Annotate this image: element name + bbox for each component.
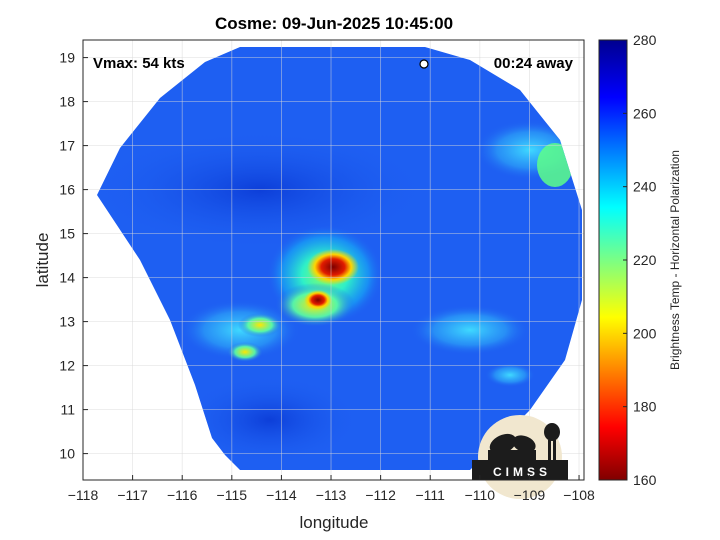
vmax-annotation: Vmax: 54 kts	[93, 55, 185, 72]
x-tick-label: −117	[117, 487, 148, 503]
x-tick-label: −110	[465, 487, 496, 503]
x-tick-label: −115	[217, 487, 248, 503]
dark-band-south	[180, 375, 360, 465]
x-gridlines	[82, 40, 580, 480]
y-tick-label: 18	[59, 94, 75, 110]
storm-core	[307, 249, 359, 285]
y-tick-label: 13	[59, 314, 75, 330]
colorbar-tick-label: 200	[633, 325, 657, 341]
y-tick-label: 17	[59, 138, 75, 154]
cyan-spot-southeast	[485, 363, 535, 387]
colorbar-tick-label: 240	[633, 179, 657, 195]
colorbar-ticks: 160 180 200 220 240 260 280	[623, 32, 657, 488]
y-tick-label: 14	[59, 270, 75, 286]
water-tower-leg-icon	[553, 440, 556, 462]
cimss-logo: CIMSS	[472, 415, 568, 499]
x-tick-label: −118	[68, 487, 99, 503]
y-axis: 10 11 12 13 14 15 16 17 18 19	[59, 50, 88, 462]
x-tick-label: −113	[316, 487, 347, 503]
colorbar: 160 180 200 220 240 260 280 Brightness Temp - …	[598, 32, 682, 488]
water-tower-leg-icon	[548, 440, 551, 462]
plot-frame	[82, 39, 585, 481]
chart-title: Cosme: 09-Jun-2025 10:45:00	[215, 14, 453, 33]
y-tick-label: 10	[59, 446, 75, 462]
y-tick-label: 12	[59, 358, 75, 374]
colorbar-label: Brightness Temp - Horizontal Polarizatio…	[668, 150, 682, 370]
logo-ground	[472, 460, 568, 480]
colorbar-gradient	[598, 39, 628, 481]
y-gridlines	[83, 57, 584, 455]
colorbar-tick-label: 220	[633, 252, 657, 268]
cyan-band-east	[410, 305, 530, 355]
y-axis-label: latitude	[33, 233, 52, 288]
x-tick-label: −108	[563, 487, 595, 503]
secondary-core	[304, 290, 332, 310]
x-tick-label: −111	[415, 487, 445, 503]
y-tick-label: 15	[59, 226, 75, 242]
y-tick-label: 11	[60, 402, 75, 418]
x-tick-label: −109	[514, 487, 546, 503]
water-tower-tank-icon	[544, 423, 560, 441]
logo-building	[488, 450, 536, 462]
x-tick-label: −116	[167, 487, 198, 503]
colorbar-tick-label: 160	[633, 472, 657, 488]
satellite-swath	[97, 47, 582, 470]
y-tick-label: 19	[59, 50, 75, 66]
x-tick-label: −112	[365, 487, 396, 503]
time-offset-annotation: 00:24 away	[494, 55, 574, 72]
satellite-dish-icon	[489, 433, 517, 455]
green-spot-northeast	[537, 143, 573, 187]
rainband-warm-southwest	[227, 342, 263, 362]
colorbar-tick-label: 260	[633, 105, 657, 121]
logo-text: CIMSS	[493, 465, 551, 479]
y-tick-label: 16	[59, 182, 75, 198]
colorbar-tick-label: 180	[633, 399, 657, 415]
swath-marker-icon	[419, 59, 429, 69]
satellite-dish-icon	[512, 435, 536, 453]
colorbar-tick-label: 280	[633, 32, 657, 48]
x-axis: −118 −117 −116 −115 −114 −113 −112 −111 −110 −109…	[68, 475, 595, 503]
x-tick-label: −114	[266, 487, 297, 503]
x-axis-label: longitude	[299, 513, 368, 532]
rainband-warm-west	[238, 313, 282, 337]
